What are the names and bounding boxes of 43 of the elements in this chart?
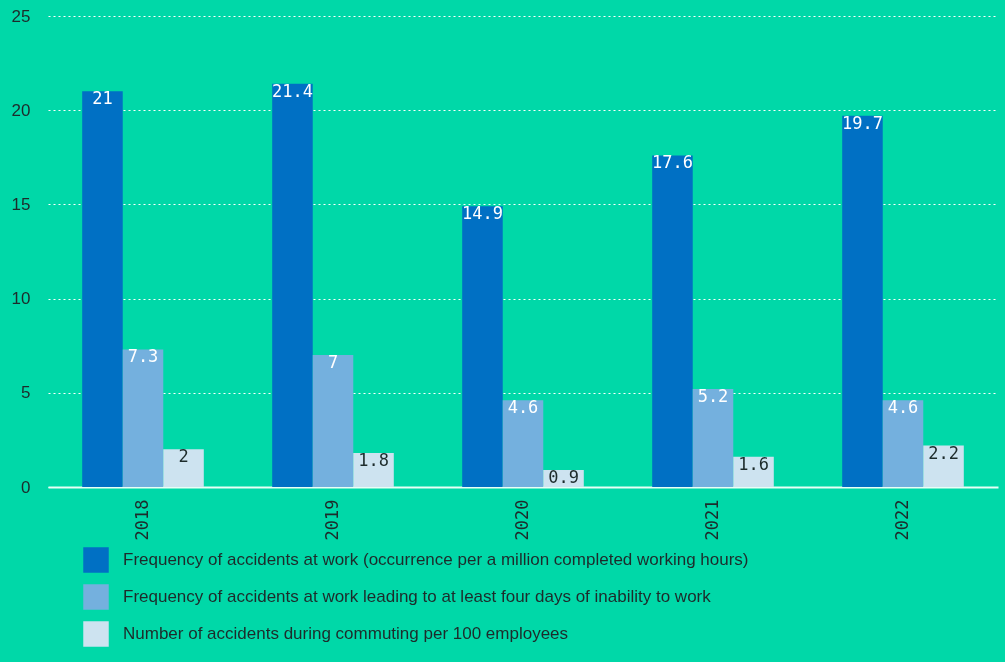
data-label: 5.2 — [697, 386, 729, 407]
bar — [502, 400, 544, 487]
bar — [733, 456, 774, 487]
data-label: 1.8 — [358, 450, 389, 471]
bar — [462, 206, 503, 487]
data-label: 2 — [178, 446, 189, 467]
data-label: 0.9 — [548, 467, 579, 488]
data-label: 2.2 — [928, 442, 959, 463]
x-tick-label: 2021 — [702, 499, 722, 541]
x-tick-label: 2022 — [892, 499, 912, 541]
y-tick-label: 15 — [11, 194, 31, 214]
legend-label: Number of accidents during commuting per 100 employees — [123, 624, 569, 643]
bar — [882, 400, 924, 487]
data-label: 17.6 — [651, 152, 693, 173]
bar — [923, 445, 964, 487]
bar — [122, 349, 164, 487]
data-label: 4.6 — [507, 397, 539, 418]
data-label: 14.9 — [461, 203, 503, 224]
y-tick-label: 10 — [11, 289, 31, 309]
bar — [163, 449, 204, 487]
y-tick-label: 0 — [21, 477, 31, 497]
data-label: 1.6 — [738, 453, 769, 474]
data-label: 4.6 — [887, 397, 919, 418]
bar — [692, 389, 734, 487]
x-tick-label: 2020 — [512, 499, 532, 541]
bar — [272, 83, 313, 487]
bar — [82, 91, 123, 487]
x-tick-label: 2019 — [322, 499, 342, 541]
bar — [842, 115, 883, 487]
y-tick-label: 25 — [11, 6, 31, 26]
data-label: 7.3 — [127, 346, 159, 367]
legend-label: Frequency of accidents at work leading to at least four days of inability to work — [123, 587, 712, 606]
x-tick-label: 2018 — [132, 499, 152, 541]
data-label: 21.4 — [271, 80, 313, 101]
bar — [312, 355, 354, 487]
data-label: 7 — [327, 352, 339, 373]
y-tick-label: 5 — [21, 383, 31, 403]
bar — [353, 453, 394, 487]
data-label: 21 — [92, 88, 113, 109]
data-label: 19.7 — [841, 112, 883, 133]
y-tick-label: 20 — [11, 100, 31, 120]
bar — [652, 155, 693, 487]
legend-label: Frequency of accidents at work (occurrence per a million completed working hours) — [123, 550, 749, 569]
